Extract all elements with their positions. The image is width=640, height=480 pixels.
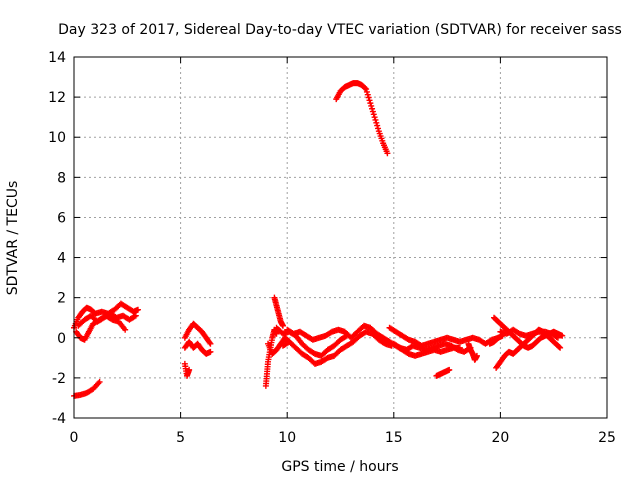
data-point bbox=[363, 88, 370, 95]
data-point bbox=[96, 378, 103, 385]
data-point bbox=[559, 332, 566, 339]
data-point bbox=[373, 119, 380, 126]
data-point bbox=[554, 334, 561, 341]
data-point bbox=[132, 312, 139, 319]
data-point bbox=[557, 344, 564, 351]
data-point bbox=[372, 116, 379, 123]
data-point bbox=[134, 306, 141, 313]
data-point bbox=[499, 332, 506, 339]
data-point bbox=[364, 91, 371, 98]
y-tick-label: -2 bbox=[52, 371, 66, 387]
y-tick-label: 8 bbox=[57, 170, 66, 186]
data-point bbox=[363, 86, 370, 93]
y-tick-label: 4 bbox=[57, 251, 66, 267]
x-tick-label: 25 bbox=[598, 430, 616, 446]
data-point bbox=[370, 111, 377, 118]
x-tick-label: 10 bbox=[278, 430, 296, 446]
y-tick-label: 6 bbox=[57, 210, 66, 226]
data-point bbox=[186, 366, 193, 373]
plot-frame bbox=[73, 56, 608, 419]
data-point bbox=[369, 108, 376, 115]
data-point bbox=[371, 114, 378, 121]
data-point bbox=[273, 330, 280, 337]
data-point bbox=[207, 348, 214, 355]
data-point bbox=[366, 97, 373, 104]
x-axis-title: GPS time / hours bbox=[281, 459, 398, 475]
data-point bbox=[368, 102, 375, 109]
data-point bbox=[446, 366, 453, 373]
data-point bbox=[206, 339, 213, 346]
data-point bbox=[362, 85, 369, 92]
data-point bbox=[131, 313, 138, 320]
x-tick-label: 20 bbox=[491, 430, 509, 446]
y-tick-label: 0 bbox=[57, 331, 66, 347]
data-point bbox=[369, 105, 376, 112]
x-tick-label: 0 bbox=[70, 430, 79, 446]
y-tick-label: 12 bbox=[48, 90, 66, 106]
data-point bbox=[374, 122, 381, 129]
x-tick-label: 15 bbox=[385, 430, 403, 446]
data-point bbox=[556, 344, 563, 351]
data-point bbox=[473, 352, 480, 359]
data-point bbox=[365, 94, 372, 101]
x-tick-label: 5 bbox=[176, 430, 185, 446]
data-point bbox=[553, 333, 560, 340]
data-points bbox=[71, 80, 566, 399]
y-tick-label: -4 bbox=[52, 411, 66, 427]
y-tick-label: 14 bbox=[48, 50, 66, 66]
data-point bbox=[375, 125, 382, 132]
y-tick-label: 2 bbox=[57, 291, 66, 307]
y-axis-ticks: -4 -2 0 2 4 6 8 10 12 14 bbox=[48, 50, 607, 427]
chart-title: Day 323 of 2017, Sidereal Day-to-day VTE… bbox=[58, 22, 622, 38]
data-point bbox=[122, 326, 129, 333]
data-point bbox=[207, 340, 214, 347]
y-tick-label: 10 bbox=[48, 130, 66, 146]
data-point bbox=[384, 150, 391, 157]
x-axis-ticks: 0 5 10 15 20 25 bbox=[70, 57, 616, 446]
y-axis-title: SDTVAR / TECUs bbox=[5, 181, 21, 296]
data-point bbox=[367, 100, 374, 107]
data-point bbox=[279, 322, 286, 329]
